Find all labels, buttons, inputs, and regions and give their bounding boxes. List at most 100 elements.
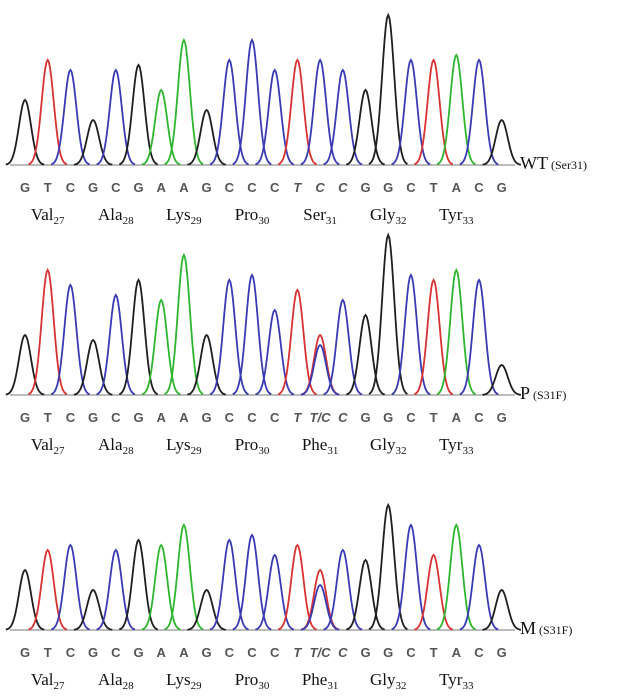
amino-acid-name: Phe (302, 670, 328, 689)
amino-acid: Gly32 (370, 205, 407, 227)
base-call: T (430, 180, 438, 195)
peak (301, 60, 339, 164)
sample-name: M (520, 618, 536, 638)
base-call: C (338, 410, 348, 425)
peak (414, 280, 452, 394)
base-call: C (247, 180, 257, 195)
base-call: A (157, 180, 167, 195)
peak (142, 545, 180, 630)
base-call: T (430, 645, 438, 660)
residue-number: 33 (462, 215, 474, 227)
base-call: C (225, 180, 235, 195)
base-call: G (383, 410, 393, 425)
base-call: T/C (310, 410, 332, 425)
residue-number: 27 (54, 680, 65, 692)
residue-number: 33 (462, 680, 474, 692)
amino-acid: Pro30 (235, 670, 270, 692)
base-call: G (202, 410, 212, 425)
base-call: G (202, 180, 212, 195)
base-call: C (474, 180, 484, 195)
base-call: T (44, 410, 52, 425)
residue-number: 32 (395, 445, 406, 457)
base-call: A (452, 645, 462, 660)
residue-number: 31 (327, 680, 338, 692)
base-call: G (20, 410, 30, 425)
peak (233, 275, 271, 394)
base-call: A (452, 410, 462, 425)
base-call: A (157, 410, 167, 425)
base-call: C (247, 410, 257, 425)
base-call: C (66, 645, 76, 660)
amino-acid-name: Gly (370, 435, 396, 454)
amino-acid-name: Ala (98, 670, 123, 689)
residue-number: 27 (54, 445, 65, 457)
amino-acid-name: Tyr (439, 670, 463, 689)
peak (256, 555, 294, 630)
residue-number: 30 (258, 445, 270, 457)
base-call: T (293, 180, 302, 195)
peak (437, 55, 475, 164)
amino-acid-name: Val (31, 435, 54, 454)
base-call: C (338, 180, 348, 195)
base-call: G (20, 180, 30, 195)
sample-name: WT (520, 153, 548, 173)
residue-number: 30 (258, 680, 270, 692)
peak (483, 365, 521, 395)
amino-acid-name: Ala (98, 435, 123, 454)
base-call: C (406, 645, 416, 660)
base-call: T (44, 645, 52, 660)
base-call: C (225, 645, 235, 660)
base-call: G (383, 180, 393, 195)
sample-label: P(S31F) (520, 383, 566, 403)
sample-variant: (S31F) (539, 623, 572, 637)
base-call: G (360, 645, 370, 660)
base-call: C (247, 645, 257, 660)
residue-number: 28 (123, 215, 135, 227)
peak (74, 120, 112, 165)
peak (278, 60, 316, 164)
residue-number: 33 (462, 445, 474, 457)
amino-acid: Tyr33 (439, 435, 474, 457)
peak (233, 535, 271, 629)
residue-number: 29 (191, 445, 203, 457)
residue-number: 29 (191, 215, 203, 227)
base-call: C (270, 410, 280, 425)
base-call: G (133, 180, 143, 195)
amino-acid-name: Ser (303, 205, 326, 224)
peak (119, 540, 157, 630)
sample-variant: (S31F) (533, 388, 566, 402)
amino-acid: Ala28 (98, 205, 134, 227)
base-call: G (202, 645, 212, 660)
amino-acid-name: Pro (235, 435, 259, 454)
base-call: G (88, 180, 98, 195)
peak (437, 270, 475, 394)
peak (324, 70, 362, 164)
amino-acid-name: Tyr (439, 435, 463, 454)
base-call: G (133, 645, 143, 660)
peak (119, 65, 157, 164)
base-call: C (406, 180, 416, 195)
base-call: G (88, 410, 98, 425)
residue-number: 31 (326, 215, 337, 227)
residue-number: 31 (327, 445, 338, 457)
amino-acid: Val27 (31, 435, 65, 457)
peak (414, 60, 452, 164)
base-call: C (315, 180, 325, 195)
amino-acid-name: Lys (166, 670, 191, 689)
trace-panel: GTCGCGAAGCCCTCCGGCTACGVal27Ala28Lys29Pro… (6, 15, 587, 227)
base-call: A (179, 645, 189, 660)
amino-acid: Pro30 (235, 205, 270, 227)
base-call: C (270, 180, 280, 195)
amino-acid: Lys29 (166, 670, 202, 692)
amino-acid: Ser31 (303, 205, 337, 227)
amino-acid: Gly32 (370, 670, 407, 692)
residue-number: 32 (395, 680, 406, 692)
amino-acid: Gly32 (370, 435, 407, 457)
sample-name: P (520, 383, 530, 403)
amino-acid: Lys29 (166, 205, 202, 227)
amino-acid-name: Phe (302, 435, 328, 454)
peak (437, 525, 475, 629)
amino-acid-name: Lys (166, 435, 191, 454)
amino-acid: Lys29 (166, 435, 202, 457)
